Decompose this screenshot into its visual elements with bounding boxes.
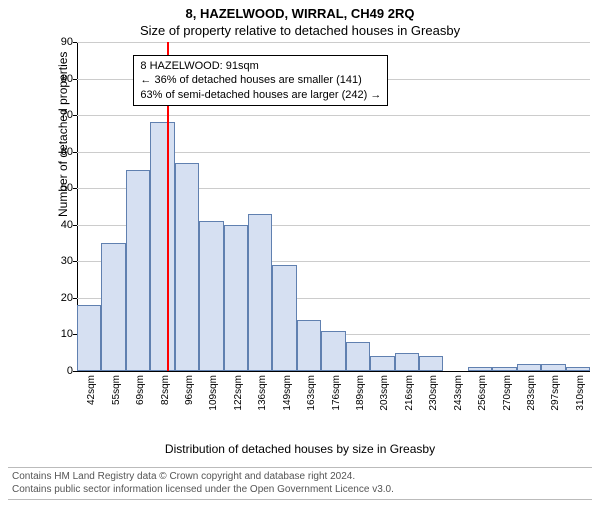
- histogram-bar: [297, 320, 321, 371]
- histogram-bar: [150, 122, 174, 371]
- plot-area: 010203040506070809042sqm55sqm69sqm82sqm9…: [77, 42, 590, 372]
- histogram-bar: [492, 367, 516, 371]
- y-tick-label: 10: [61, 328, 73, 340]
- x-tick-label: 42sqm: [86, 375, 97, 405]
- y-tick-mark: [73, 371, 77, 372]
- gridline: [77, 115, 590, 116]
- x-tick-label: 256sqm: [477, 375, 488, 411]
- histogram-bar: [224, 225, 248, 371]
- x-axis-label: Distribution of detached houses by size …: [0, 442, 600, 456]
- histogram-bar: [346, 342, 370, 371]
- x-tick-label: 109sqm: [208, 375, 219, 411]
- y-tick-label: 80: [61, 73, 73, 85]
- y-tick-mark: [73, 188, 77, 189]
- histogram-bar: [101, 243, 125, 371]
- x-tick-label: 96sqm: [184, 375, 195, 405]
- x-tick-label: 163sqm: [306, 375, 317, 411]
- annotation-line: 63% of semi-detached houses are larger (…: [140, 88, 381, 102]
- annotation-line: ← 36% of detached houses are smaller (14…: [140, 73, 381, 87]
- y-tick-label: 50: [61, 182, 73, 194]
- y-tick-mark: [73, 42, 77, 43]
- histogram-bar: [370, 356, 394, 371]
- page-subtitle: Size of property relative to detached ho…: [0, 23, 600, 38]
- x-tick-label: 189sqm: [355, 375, 366, 411]
- y-tick-label: 30: [61, 255, 73, 267]
- attribution-footer: Contains HM Land Registry data © Crown c…: [8, 467, 592, 500]
- x-tick-label: 69sqm: [135, 375, 146, 405]
- histogram-bar: [77, 305, 101, 371]
- y-tick-mark: [73, 152, 77, 153]
- gridline: [77, 42, 590, 43]
- y-tick-mark: [73, 115, 77, 116]
- y-tick-label: 0: [67, 365, 73, 377]
- chart-container: Number of detached properties 0102030405…: [55, 42, 590, 392]
- annotation-box: 8 HAZELWOOD: 91sqm← 36% of detached hous…: [133, 55, 388, 106]
- x-tick-label: 297sqm: [550, 375, 561, 411]
- x-tick-label: 283sqm: [526, 375, 537, 411]
- histogram-bar: [248, 214, 272, 371]
- annotation-line: 8 HAZELWOOD: 91sqm: [140, 59, 381, 73]
- x-tick-label: 270sqm: [502, 375, 513, 411]
- histogram-bar: [175, 163, 199, 371]
- y-tick-mark: [73, 298, 77, 299]
- x-tick-label: 55sqm: [111, 375, 122, 405]
- histogram-bar: [468, 367, 492, 371]
- footer-line: Contains public sector information licen…: [12, 484, 588, 497]
- y-tick-label: 70: [61, 109, 73, 121]
- histogram-bar: [199, 221, 223, 371]
- footer-line: Contains HM Land Registry data © Crown c…: [12, 471, 588, 484]
- histogram-bar: [321, 331, 345, 371]
- x-tick-label: 176sqm: [331, 375, 342, 411]
- y-tick-mark: [73, 79, 77, 80]
- x-tick-label: 243sqm: [453, 375, 464, 411]
- page-title: 8, HAZELWOOD, WIRRAL, CH49 2RQ: [0, 6, 600, 21]
- histogram-bar: [566, 367, 590, 371]
- x-tick-label: 122sqm: [233, 375, 244, 411]
- x-tick-label: 216sqm: [404, 375, 415, 411]
- histogram-bar: [395, 353, 419, 371]
- x-tick-label: 203sqm: [379, 375, 390, 411]
- x-tick-label: 149sqm: [282, 375, 293, 411]
- x-tick-label: 310sqm: [575, 375, 586, 411]
- histogram-bar: [419, 356, 443, 371]
- x-tick-label: 230sqm: [428, 375, 439, 411]
- x-tick-label: 82sqm: [160, 375, 171, 405]
- histogram-bar: [272, 265, 296, 371]
- histogram-bar: [126, 170, 150, 371]
- histogram-bar: [541, 364, 565, 371]
- y-tick-label: 60: [61, 146, 73, 158]
- y-tick-mark: [73, 225, 77, 226]
- histogram-bar: [517, 364, 541, 371]
- x-tick-label: 136sqm: [257, 375, 268, 411]
- y-tick-label: 20: [61, 292, 73, 304]
- y-tick-label: 90: [61, 36, 73, 48]
- y-tick-label: 40: [61, 219, 73, 231]
- y-tick-mark: [73, 261, 77, 262]
